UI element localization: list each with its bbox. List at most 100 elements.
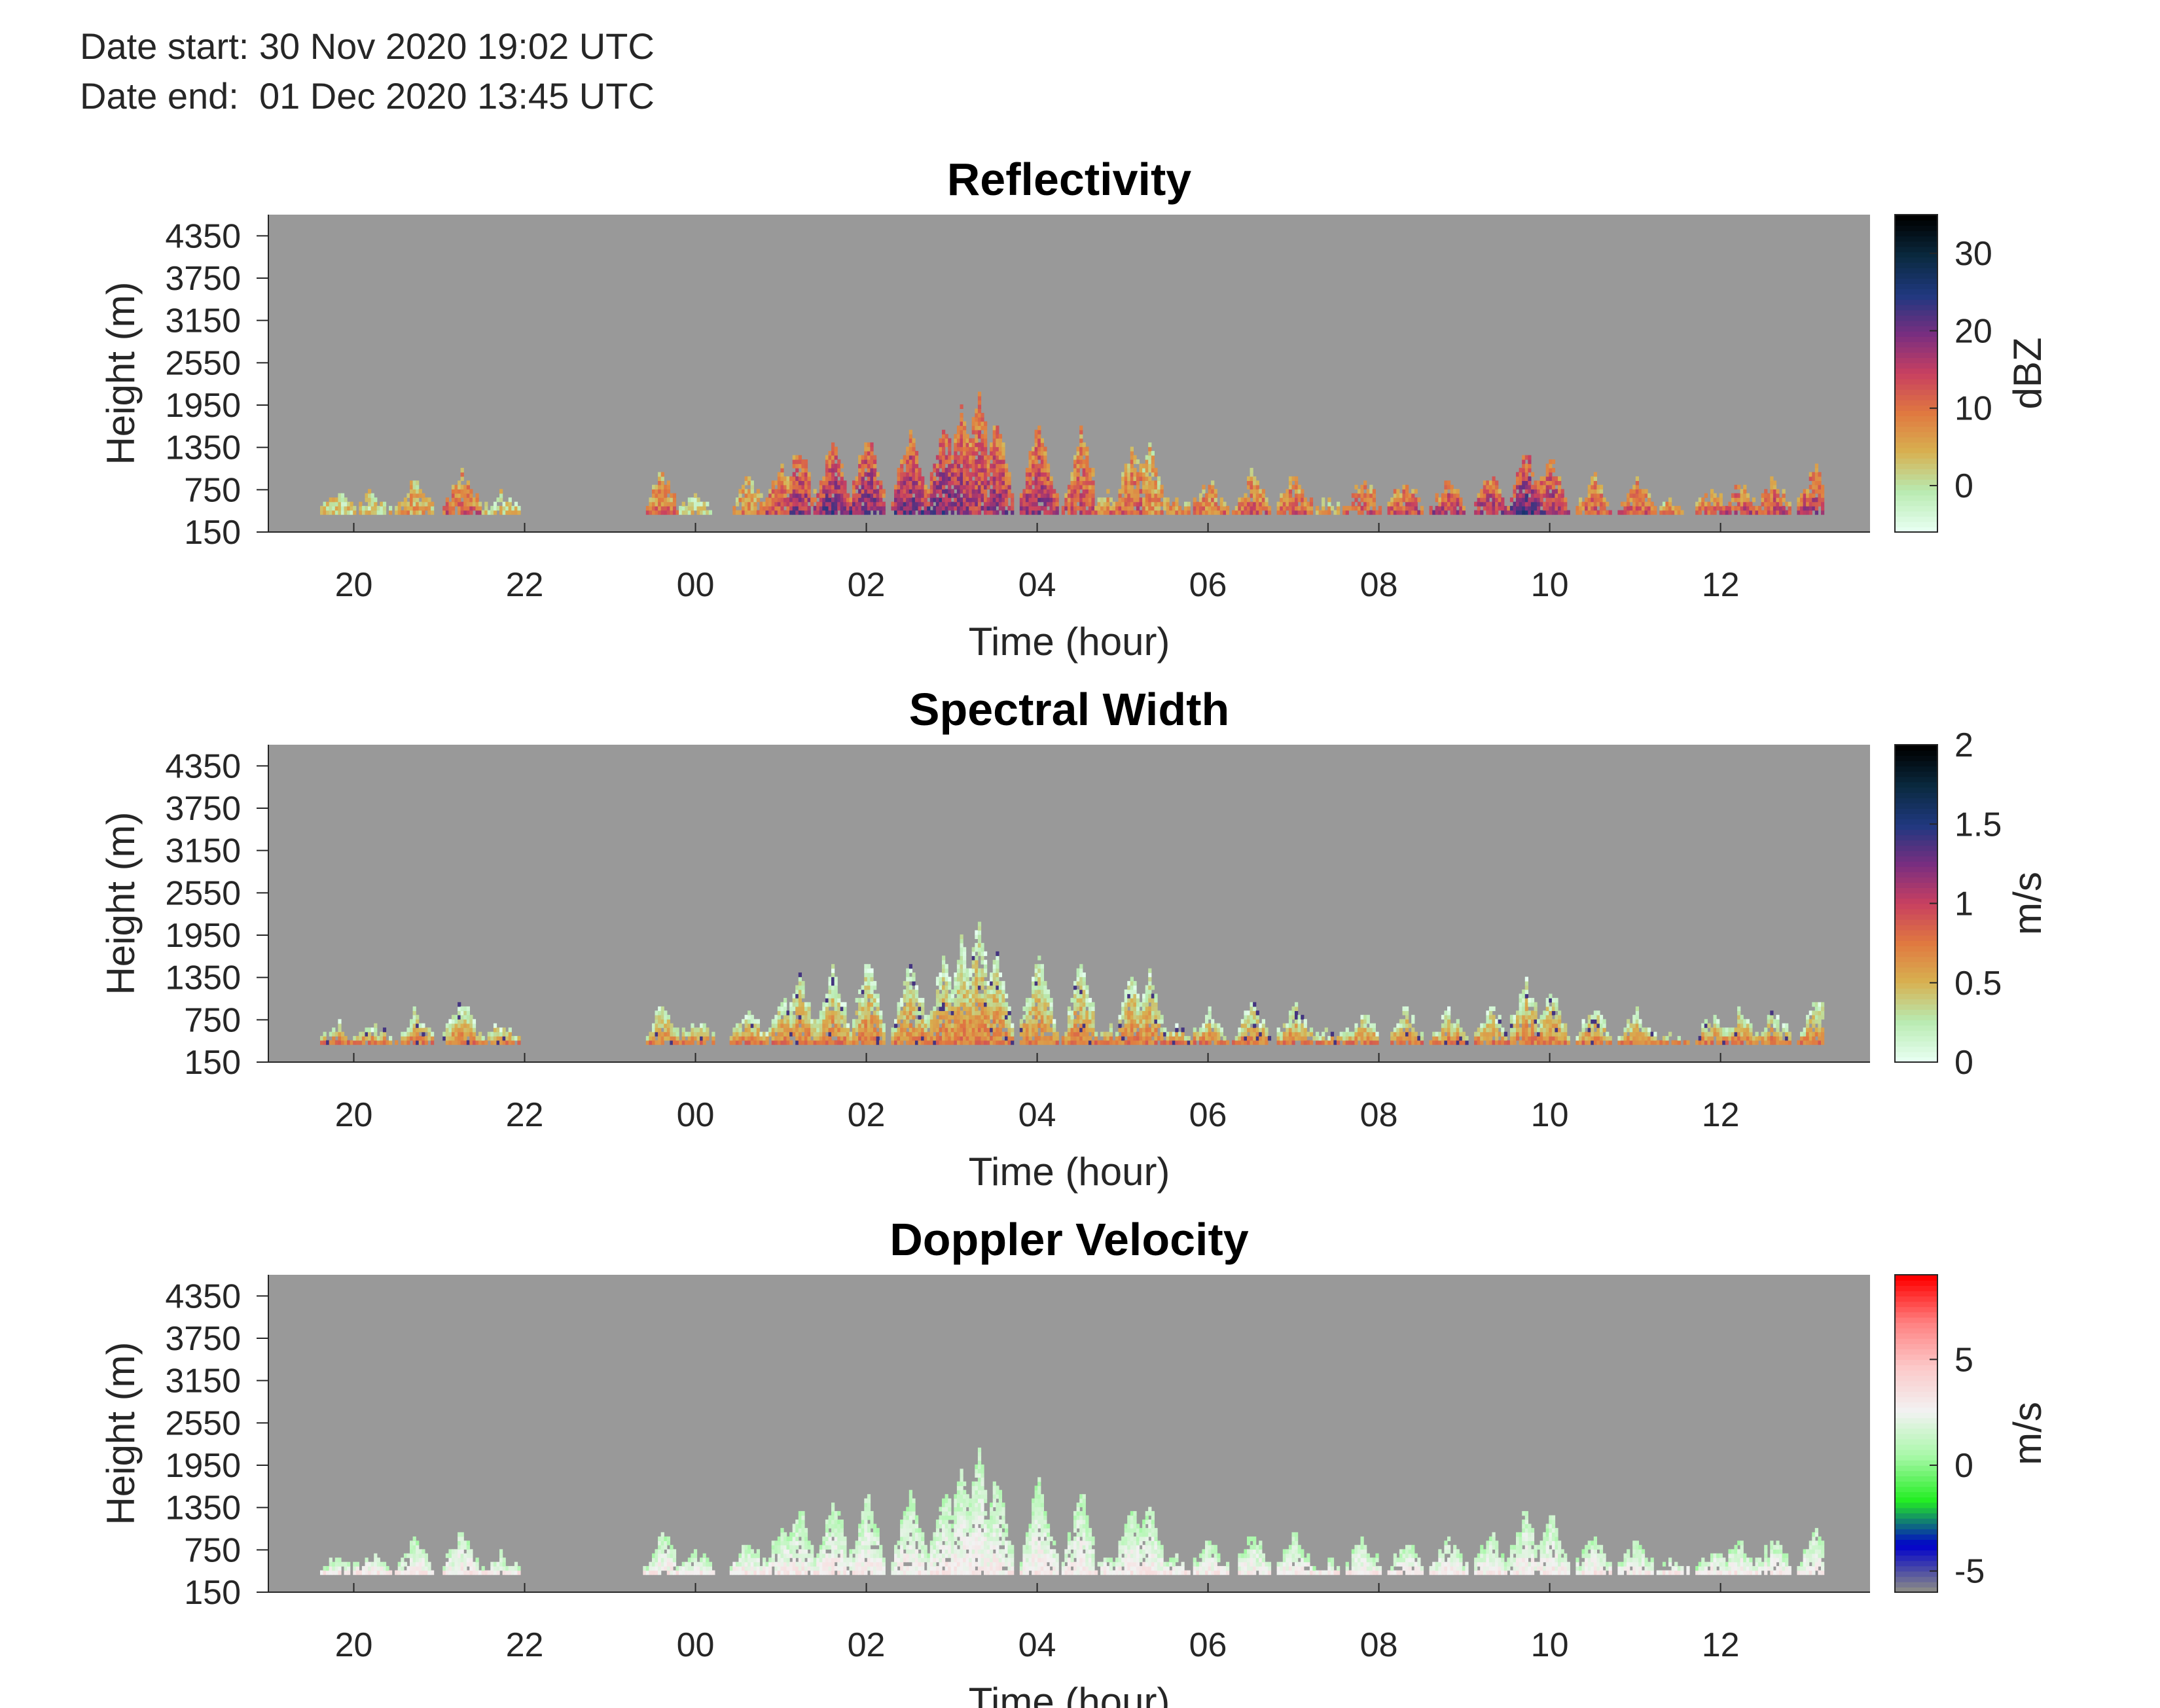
reflectivity-cell: [1662, 501, 1666, 507]
spectral-width-cell: [777, 1010, 781, 1016]
spectral-width-cell: [935, 1040, 940, 1045]
reflectivity-cell: [1591, 480, 1594, 486]
reflectivity-cell: [852, 480, 856, 486]
reflectivity-cell: [1695, 501, 1699, 507]
spectral-width-cell: [1247, 1023, 1251, 1028]
spectral-width-cell: [984, 981, 988, 986]
spectral-width-cell: [1076, 997, 1080, 1003]
spectral-width-cell: [1011, 1027, 1015, 1033]
reflectivity-cell: [1040, 497, 1044, 503]
spectral-width-cell: [1181, 1040, 1185, 1045]
reflectivity-cell: [1091, 501, 1095, 507]
reflectivity-cell: [831, 459, 835, 465]
spectral-width-cell: [825, 997, 829, 1003]
reflectivity-cell: [1142, 480, 1146, 486]
reflectivity-cell: [499, 497, 503, 503]
reflectivity-cell: [965, 506, 969, 511]
spectral-width-cell: [691, 1027, 694, 1033]
reflectivity-cell: [1253, 480, 1257, 486]
reflectivity-cell: [700, 501, 704, 507]
reflectivity-cell: [858, 497, 862, 503]
spectral-width-cell: [950, 993, 954, 999]
reflectivity-cell: [475, 510, 479, 515]
reflectivity-cell: [1079, 459, 1083, 465]
spectral-width-cell: [458, 1019, 461, 1024]
reflectivity-cell: [1632, 489, 1636, 494]
reflectivity-cell: [975, 472, 979, 477]
spectral-width-cell: [945, 989, 948, 995]
reflectivity-cell: [900, 476, 904, 481]
reflectivity-cell: [1040, 442, 1044, 448]
reflectivity-cell: [969, 476, 973, 481]
reflectivity-colorbar-swatch: [1895, 399, 1937, 406]
reflectivity-cell: [1088, 480, 1092, 486]
spectral-width-cell: [990, 985, 994, 990]
spectral-width-cell: [1112, 1040, 1116, 1045]
spectral-width-cell: [1154, 993, 1158, 999]
reflectivity-cell: [1282, 506, 1286, 511]
spectral-width-cell: [1136, 993, 1140, 999]
reflectivity-cell: [1390, 510, 1394, 515]
spectral-width-cell: [1025, 1006, 1030, 1011]
reflectivity-colorbar-swatch: [1895, 342, 1937, 347]
reflectivity-cell: [1495, 493, 1499, 498]
reflectivity-cell: [347, 501, 351, 507]
reflectivity-cell: [939, 484, 943, 489]
reflectivity-cell: [1608, 510, 1612, 515]
reflectivity-cell: [914, 467, 919, 472]
spectral-width-cell: [828, 1036, 832, 1041]
spectral-width-cell: [1073, 1023, 1077, 1028]
spectral-width-cell: [918, 1010, 922, 1016]
spectral-width-cell: [948, 1036, 952, 1041]
reflectivity-cell: [1034, 484, 1038, 489]
spectral-width-cell: [933, 1023, 937, 1028]
reflectivity-cell: [975, 425, 979, 431]
reflectivity-cell: [1085, 476, 1089, 481]
reflectivity-cell: [804, 463, 808, 469]
reflectivity-cell: [1076, 467, 1080, 472]
spectral-width-cell: [744, 1031, 748, 1037]
reflectivity-cell: [658, 476, 662, 481]
spectral-width-cell: [1208, 1040, 1212, 1045]
spectral-width-cell: [1255, 1014, 1259, 1020]
reflectivity-cell: [1032, 497, 1035, 503]
spectral-width-cell: [828, 1023, 832, 1028]
reflectivity-cell: [977, 446, 982, 452]
reflectivity-cell: [1372, 510, 1376, 515]
spectral-width-cell: [1133, 1019, 1137, 1024]
reflectivity-cell: [1157, 510, 1161, 515]
spectral-width-cell: [977, 968, 982, 973]
spectral-width-cell: [804, 1031, 808, 1037]
reflectivity-cell: [929, 497, 933, 503]
reflectivity-cell: [986, 455, 990, 460]
spectral-width-cell: [870, 976, 874, 982]
reflectivity-cell: [1519, 467, 1522, 472]
reflectivity-cell: [1432, 510, 1436, 515]
reflectivity-cell: [1046, 472, 1051, 477]
reflectivity-cell: [1166, 501, 1170, 507]
spectral-width-cell: [843, 1023, 847, 1028]
reflectivity-cell: [469, 497, 473, 503]
reflectivity-cell: [825, 476, 829, 481]
reflectivity-cell: [652, 489, 656, 494]
spectral-width-cell: [996, 959, 999, 965]
reflectivity-cell: [870, 472, 874, 477]
spectral-width-cell: [998, 1031, 1002, 1037]
spectral-width-cell: [1034, 1040, 1038, 1045]
spectral-width-cell: [903, 1036, 907, 1041]
spectral-width-cell: [858, 1014, 862, 1020]
spectral-width-cell: [971, 993, 975, 999]
reflectivity-y-tick-label: 3750: [165, 260, 241, 298]
reflectivity-cell: [1219, 501, 1223, 507]
reflectivity-cell: [950, 489, 954, 494]
reflectivity-cell: [894, 510, 898, 515]
spectral-width-cell: [977, 976, 982, 982]
reflectivity-cell: [879, 501, 883, 507]
reflectivity-cell: [1459, 506, 1463, 511]
spectral-width-cell: [466, 1023, 470, 1028]
reflectivity-cell: [909, 484, 912, 489]
reflectivity-cell: [1172, 510, 1176, 515]
spectral-width-cell: [1130, 1036, 1134, 1041]
spectral-width-cell: [660, 1023, 664, 1028]
reflectivity-cell: [986, 501, 990, 507]
